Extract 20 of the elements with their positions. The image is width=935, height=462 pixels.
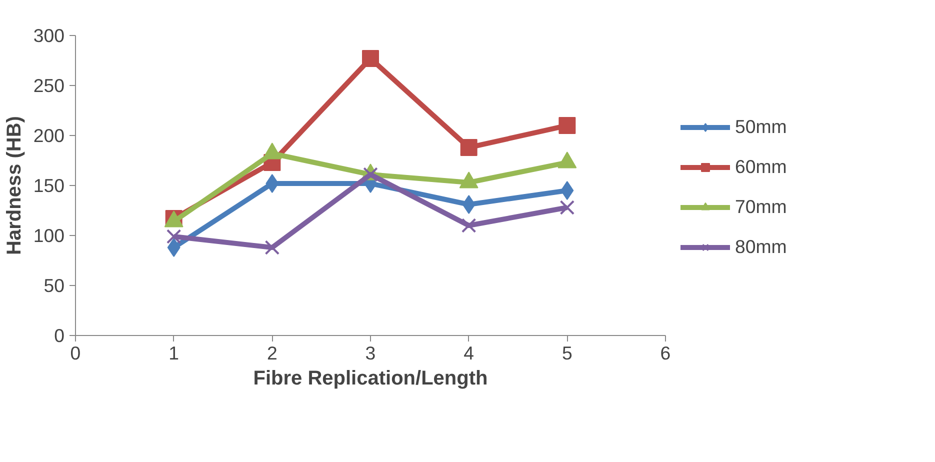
y-tick-label: 50 xyxy=(44,275,65,296)
x-tick-label: 0 xyxy=(70,342,81,364)
y-tick-label: 0 xyxy=(54,325,65,346)
x-tick-label: 6 xyxy=(660,342,671,364)
legend-label: 50mm xyxy=(735,116,787,138)
legend-label: 60mm xyxy=(735,156,787,178)
y-tick-label: 150 xyxy=(33,175,65,196)
y-tick-label: 200 xyxy=(33,125,65,146)
x-tick-label: 5 xyxy=(562,342,572,364)
x-tick-label: 1 xyxy=(168,342,180,364)
x-tick-label: 3 xyxy=(365,342,376,364)
y-axis-title: Hardness (HB) xyxy=(3,116,26,255)
y-tick-label: 250 xyxy=(33,75,65,96)
x-tick-label: 2 xyxy=(266,342,278,364)
x-tick-label: 4 xyxy=(464,342,474,364)
legend-label: 80mm xyxy=(735,236,787,258)
y-tick-label: 100 xyxy=(33,225,65,246)
legend-label: 70mm xyxy=(735,196,787,218)
x-axis-title: Fibre Replication/Length xyxy=(253,368,488,390)
y-tick-label: 300 xyxy=(33,25,65,46)
